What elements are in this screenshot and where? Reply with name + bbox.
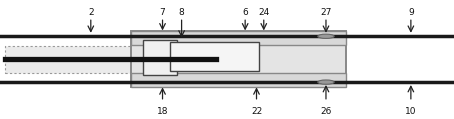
Text: 9: 9 bbox=[408, 8, 414, 17]
Bar bbox=[131, 31, 346, 87]
Text: 8: 8 bbox=[179, 8, 184, 17]
Bar bbox=[143, 40, 177, 75]
Bar bbox=[131, 31, 346, 45]
Text: 27: 27 bbox=[320, 8, 332, 17]
Text: 10: 10 bbox=[405, 107, 417, 116]
Text: 6: 6 bbox=[242, 8, 248, 17]
Circle shape bbox=[318, 80, 334, 84]
Bar bbox=[170, 42, 259, 71]
Text: 7: 7 bbox=[160, 8, 165, 17]
Text: 22: 22 bbox=[251, 107, 262, 116]
Text: 18: 18 bbox=[157, 107, 168, 116]
Text: 24: 24 bbox=[258, 8, 269, 17]
Circle shape bbox=[318, 34, 334, 38]
Bar bbox=[5, 46, 134, 73]
Text: 26: 26 bbox=[320, 107, 332, 116]
Bar bbox=[131, 73, 346, 87]
Text: 2: 2 bbox=[88, 8, 94, 17]
